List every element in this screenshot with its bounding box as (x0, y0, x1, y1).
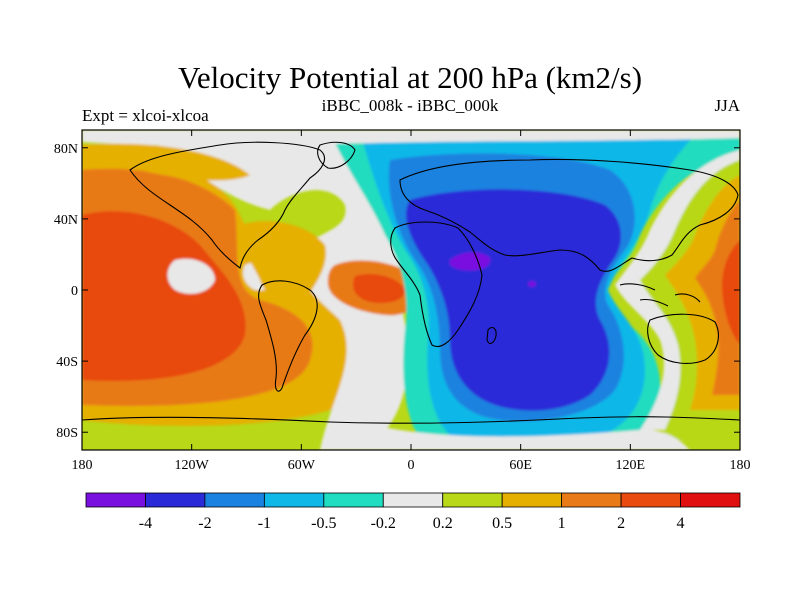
contour-pacific-3 (82, 211, 246, 381)
coast-greenland (317, 141, 356, 169)
colorbar-label-8: 2 (617, 515, 625, 532)
colorbar-swatch-3 (263, 492, 325, 508)
difference-label: iBBC_008k - iBBC_000k (322, 96, 499, 115)
colorbar-label-2: -1 (258, 515, 271, 532)
colorbar-swatch-1 (145, 492, 206, 508)
coast-antarctica (82, 416, 740, 424)
contour-south-neutral (340, 420, 690, 450)
contour-eq-atlantic-2 (353, 273, 405, 304)
colorbar-swatch-7 (501, 492, 563, 508)
experiment-label: Expt = xlcoi-xlcoa (82, 106, 209, 125)
colorbar-swatch-5 (382, 492, 444, 508)
colorbar-label-3: -0.5 (311, 515, 336, 532)
colorbar-label-5: 0.2 (433, 515, 453, 532)
colorbar-label-6: 0.5 (492, 515, 512, 532)
colorbar-label-4: -0.2 (371, 515, 396, 532)
coast-north-america (129, 141, 325, 269)
coastlines (82, 141, 740, 424)
colorbar-label-1: -2 (198, 515, 211, 532)
contour-npac-yellow (82, 143, 250, 181)
x-tick-label-4: 60E (509, 458, 532, 473)
colorbar-label-9: 4 (677, 515, 685, 532)
colorbar-swatch-10 (680, 492, 741, 508)
x-tick-label-5: 120E (616, 458, 646, 473)
contour-wp-orange (695, 200, 740, 395)
coast-australia (647, 313, 719, 364)
contour-east-darkblue (406, 189, 622, 411)
coast-madagascar (486, 327, 497, 345)
colorbar-swatch-8 (561, 492, 622, 508)
colorbar-swatch-4 (323, 492, 384, 508)
contour-field (82, 130, 740, 450)
x-tick-label-2: 60W (288, 458, 316, 473)
colorbar-swatch-2 (204, 492, 265, 508)
axis-ticks: 180 120W 60W 0 60E 120E 180 80N 40N 0 40S 80S (54, 130, 751, 473)
x-tick-label-6: 180 (730, 458, 751, 473)
coast-maritime-continent (619, 283, 701, 307)
colorbar-swatch-6 (442, 492, 503, 508)
y-tick-label-4: 80S (56, 426, 78, 441)
colorbar-label-0: -4 (139, 515, 152, 532)
season-label: JJA (714, 96, 740, 115)
x-tick-label-3: 0 (408, 458, 415, 473)
x-tick-label-1: 120W (175, 458, 210, 473)
colorbar-swatch-0 (85, 492, 146, 508)
coast-eurasia (399, 158, 739, 272)
contour-pacific-cell (167, 258, 215, 294)
contour-wp-red (722, 240, 740, 345)
colorbar: -4 -2 -1 -0.5 -0.2 0.2 0.5 1 2 4 (85, 492, 741, 532)
coast-south-america (258, 280, 318, 392)
y-tick-label-2: 0 (71, 284, 78, 299)
y-tick-label-0: 80N (54, 142, 78, 157)
y-tick-label-3: 40S (56, 355, 78, 370)
chart-title: Velocity Potential at 200 hPa (km2/s) (178, 60, 642, 95)
colorbar-swatch-9 (620, 492, 681, 508)
colorbar-label-7: 1 (558, 515, 566, 532)
y-tick-label-1: 40N (54, 213, 78, 228)
contour-americas-yellow (239, 221, 326, 305)
contour-east-violet-small (528, 281, 536, 287)
x-tick-label-0: 180 (72, 458, 93, 473)
coast-africa (390, 221, 483, 348)
